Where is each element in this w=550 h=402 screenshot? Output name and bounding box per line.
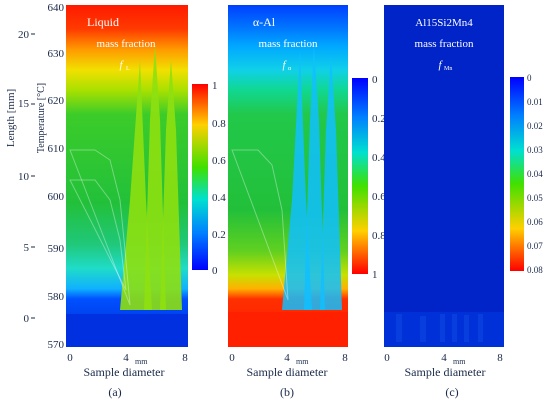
panel-b-title-line1: α-Al [253, 15, 276, 29]
colorbar-a-tick: 0.6 [212, 155, 226, 167]
panel-label-b: (b) [280, 385, 294, 399]
colorbar-a-tick: 1 [212, 80, 218, 92]
x-tick-unit: mm [135, 357, 148, 366]
y-left-tick: 15 [18, 98, 30, 110]
y-right-tick: 600 [48, 191, 65, 203]
panel-a-contour [69, 179, 127, 291]
x-tick: 0 [229, 352, 235, 364]
y-right-tick: 570 [48, 339, 65, 351]
colorbar-c-tick: 0.07 [527, 241, 543, 251]
colorbar-b-tick: 0.4 [372, 152, 386, 164]
colorbar-b-tick: 0.2 [372, 113, 386, 125]
panel-a-bottom-band [66, 314, 188, 347]
colorbar-c-tick: 0.03 [527, 145, 543, 155]
panel-a-peak [144, 45, 166, 310]
colorbar-c-tick: 0.04 [527, 169, 543, 179]
colorbar-c-tick: 0.01 [527, 97, 543, 107]
x-tick: 4 [284, 352, 290, 364]
panel-a: Liquid mass fraction f L 20 15 10 5 0 Le… [5, 2, 226, 399]
panel-a-title-line2: mass fraction [97, 38, 156, 50]
colorbar-c-tick: 0.02 [527, 121, 543, 131]
panel-a-title-subscript: L [126, 66, 130, 72]
panel-a-title-line1: Liquid [87, 15, 119, 29]
panel-c-title-line2: mass fraction [415, 38, 474, 50]
x-tick: 8 [182, 352, 188, 364]
panel-c-title-symbol: f [438, 59, 443, 71]
colorbar-b [352, 78, 368, 274]
x-tick: 4 [123, 352, 129, 364]
y-right-tick: 630 [48, 48, 65, 60]
colorbar-a-tick: 0 [212, 265, 218, 277]
colorbar-b-tick: 0 [372, 74, 378, 86]
y-left-tick: 0 [24, 313, 30, 325]
colorbar-a [192, 84, 208, 270]
panel-b-peak [304, 45, 325, 310]
y-right-tick: 620 [48, 95, 65, 107]
y-right-label: Temperature [°C] [36, 83, 47, 153]
x-tick: 8 [497, 352, 503, 364]
y-left-tick: 5 [24, 242, 30, 254]
x-axis-label: Sample diameter [84, 365, 165, 379]
panel-b: α-Al mass fraction f α 0 4 mm 8 Sample d… [228, 5, 386, 399]
x-tick-unit: mm [453, 357, 466, 366]
colorbar-c-tick: 0.06 [527, 217, 543, 227]
colorbar-b-tick: 0.8 [372, 230, 386, 242]
colorbar-c-tick: 0 [527, 73, 532, 83]
panel-b-bottom-band [228, 312, 348, 347]
colorbar-c [510, 77, 524, 271]
panel-c-title-subscript: Mn [444, 66, 452, 72]
colorbar-c-tick: 0.05 [527, 193, 543, 203]
panel-b-peak [320, 55, 342, 310]
panel-b-title-symbol: f [282, 59, 287, 71]
colorbar-b-tick: 1 [372, 269, 378, 281]
panel-b-peak [282, 50, 312, 310]
y-left-label: Length [mm] [5, 89, 17, 147]
y-right-tick: 580 [48, 291, 65, 303]
panel-label-c: (c) [445, 385, 458, 399]
y-left-tick: 20 [18, 29, 30, 41]
colorbar-c-tick: 0.08 [527, 265, 543, 275]
y-right-tick: 590 [48, 243, 65, 255]
panel-a-title-symbol: f [119, 59, 124, 71]
colorbar-a-tick: 0.8 [212, 118, 226, 130]
panel-b-contour [231, 149, 289, 301]
panel-a-peak [160, 60, 182, 310]
panel-label-a: (a) [108, 385, 121, 399]
y-right-tick: 610 [48, 143, 65, 155]
colorbar-b-tick: 0.6 [372, 191, 386, 203]
x-axis-label: Sample diameter [247, 365, 328, 379]
colorbar-a-tick: 0.4 [212, 192, 226, 204]
x-tick: 4 [441, 352, 447, 364]
panel-b-title-line2: mass fraction [259, 38, 318, 50]
panel-a-peak [120, 60, 152, 310]
y-right-tick: 640 [48, 2, 65, 14]
panel-a-contour [69, 149, 131, 306]
y-left-tick: 10 [18, 171, 30, 183]
y-left-ticks [31, 33, 35, 319]
colorbar-a-tick: 0.2 [212, 229, 226, 241]
x-axis-label: Sample diameter [405, 365, 486, 379]
panel-c-plot [384, 5, 504, 347]
panel-b-title-subscript: α [288, 66, 292, 72]
panel-c-traces [396, 314, 483, 342]
x-tick: 0 [67, 352, 73, 364]
x-tick: 0 [384, 352, 390, 364]
x-tick: 8 [342, 352, 348, 364]
panel-c: Al15Si2Mn4 mass fraction f Mn 0 4 mm 8 S… [384, 5, 543, 399]
x-tick-unit: mm [296, 357, 309, 366]
panel-c-title-line1: Al15Si2Mn4 [415, 17, 473, 29]
